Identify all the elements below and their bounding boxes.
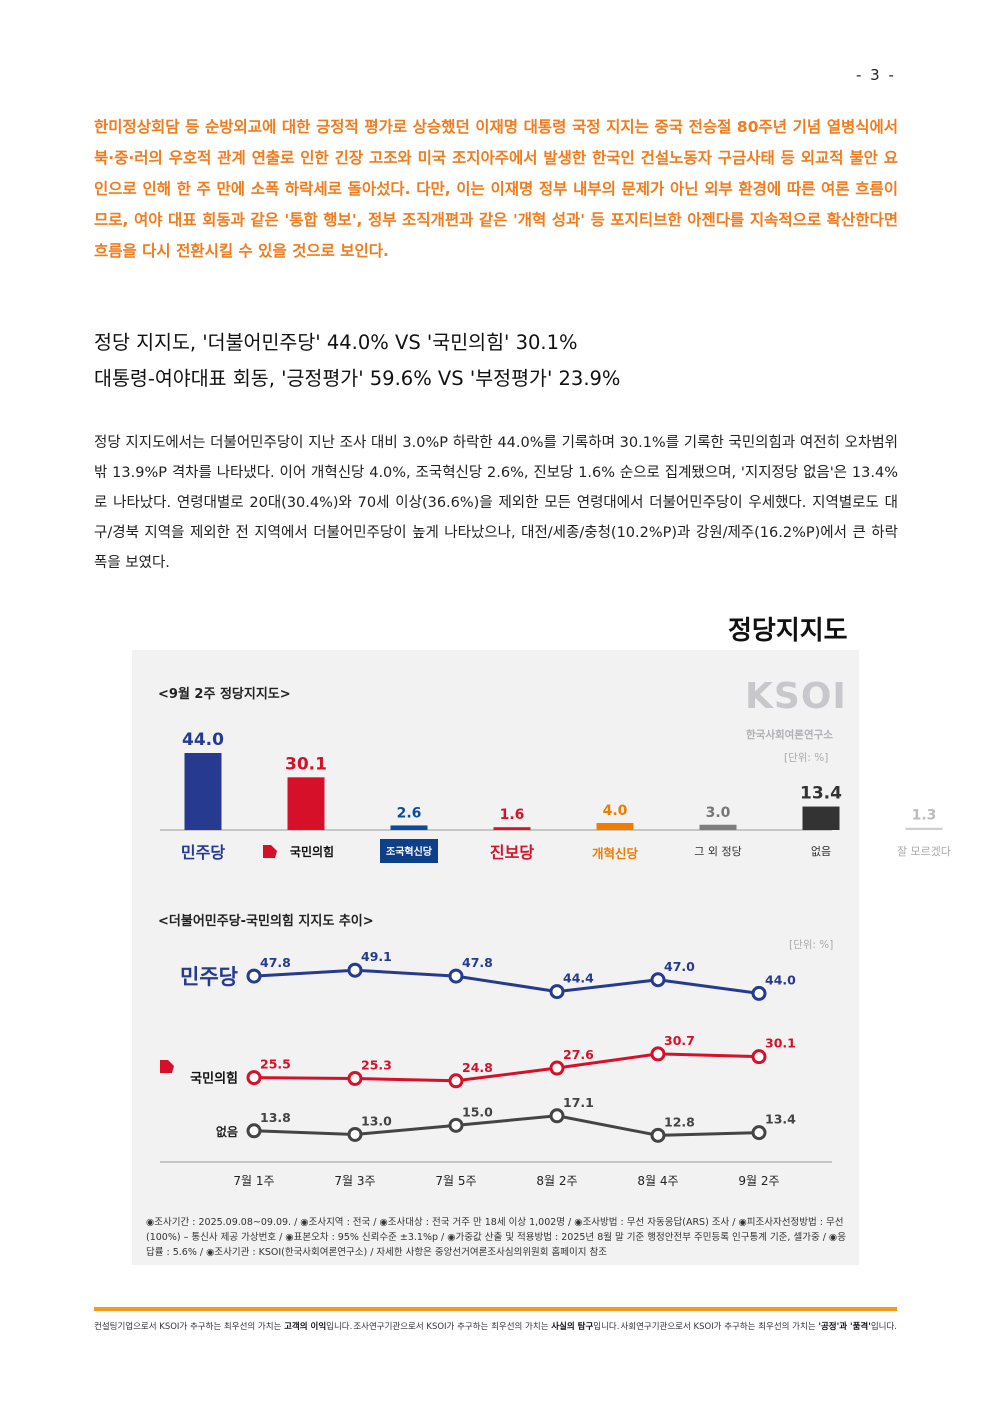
x-tick-label-1: 7월 3주 xyxy=(334,1174,375,1188)
series-1-label-0: 25.5 xyxy=(260,1057,291,1072)
series-2-point-4 xyxy=(650,1127,666,1143)
headline-meeting-evaluation: 대통령-여야대표 회동, '긍정평가' 59.6% VS '부정평가' 23.9… xyxy=(94,367,621,390)
x-tick-label-2: 7월 5주 xyxy=(435,1174,476,1188)
footer-item-3: 사회연구기관으로서 KSOI가 추구하는 최우선의 가치는 '공정'과 '품격'… xyxy=(620,1322,897,1332)
series-2-label-1: 13.0 xyxy=(361,1113,392,1128)
series-line-0 xyxy=(253,968,760,995)
series-1-label-2: 24.8 xyxy=(462,1060,493,1075)
bar-chart-title: <9월 2주 정당지지도> xyxy=(158,687,291,702)
bar-value-label-6: 13.4 xyxy=(800,784,842,804)
series-2-label-5: 13.4 xyxy=(765,1112,796,1127)
headline-party-support: 정당 지지도, '더불어민주당' 44.0% VS '국민의힘' 30.1% xyxy=(94,331,578,354)
x-tick-label-3: 8월 2주 xyxy=(536,1174,577,1188)
footer-item-1: 컨설팅기업으로서 KSOI가 추구하는 최우선의 가치는 고객의 이익입니다. xyxy=(94,1322,353,1332)
x-tick-label-0: 7월 1주 xyxy=(233,1174,274,1188)
bar-4 xyxy=(596,823,634,830)
bar-value-label-2: 2.6 xyxy=(397,805,422,821)
bar-0 xyxy=(184,753,222,830)
series-0-label-5: 44.0 xyxy=(765,972,796,987)
series-0-point-3 xyxy=(549,984,565,1000)
ksoi-logo: KSOI xyxy=(745,676,847,717)
category-badge-2 xyxy=(380,839,438,863)
figure-title: 정당지지도 xyxy=(728,616,848,646)
line-chart-unit: [단위: %] xyxy=(789,939,834,951)
series-line-2 xyxy=(253,1114,760,1137)
series-2-point-3 xyxy=(549,1108,565,1124)
body-paragraph: 정당 지지도에서는 더불어민주당이 지난 조사 대비 3.0%P 하락한 44.… xyxy=(94,435,898,571)
x-tick-label-5: 9월 2주 xyxy=(738,1174,779,1188)
series-0-label-0: 47.8 xyxy=(260,955,291,970)
bar-value-label-7: 1.3 xyxy=(912,808,937,824)
category-label-0: 민주당 xyxy=(181,843,225,862)
category-label-5: 그 외 정당 xyxy=(694,845,741,858)
series-1-point-2 xyxy=(448,1073,464,1089)
series-0-point-1 xyxy=(347,962,363,978)
series-name-2: 없음 xyxy=(216,1124,238,1139)
bar-7 xyxy=(905,827,943,830)
series-0-point-2 xyxy=(448,968,464,984)
category-label-3: 진보당 xyxy=(490,843,534,862)
series-2-point-2 xyxy=(448,1117,464,1133)
series-name-1: 국민의힘 xyxy=(190,1071,238,1087)
footer-item-2: 조사연구기관으로서 KSOI가 추구하는 최우선의 가치는 사실의 탐구입니다. xyxy=(353,1322,620,1332)
category-label-2: 조국혁신당 xyxy=(386,845,433,858)
series-1-point-1 xyxy=(347,1070,363,1086)
series-0-label-1: 49.1 xyxy=(361,949,392,964)
page-number: - 3 - xyxy=(856,66,896,84)
bar-6 xyxy=(802,806,840,830)
category-label-7: 잘 모르겠다 xyxy=(897,845,951,858)
series-2-point-0 xyxy=(246,1123,262,1139)
summary-paragraph: 한미정상회담 등 순방외교에 대한 긍정적 평가로 상승했던 이재명 대통령 국… xyxy=(94,118,898,260)
series-2-label-0: 13.8 xyxy=(260,1110,291,1125)
ksoi-logo-subtitle: 한국사회여론연구소 xyxy=(746,729,833,741)
series-1-label-4: 30.7 xyxy=(664,1033,695,1048)
series-2-label-2: 15.0 xyxy=(462,1104,493,1119)
category-label-4: 개혁신당 xyxy=(592,846,639,861)
series-2-label-3: 17.1 xyxy=(563,1095,594,1110)
bar-value-label-0: 44.0 xyxy=(182,730,224,750)
bar-chart-unit: [단위: %] xyxy=(784,752,829,764)
x-tick-label-4: 8월 4주 xyxy=(637,1174,678,1188)
series-1-point-3 xyxy=(549,1060,565,1076)
category-label-1: 국민의힘 xyxy=(290,844,334,859)
series-1-label-3: 27.6 xyxy=(563,1047,594,1062)
series-1-point-0 xyxy=(246,1070,262,1086)
series-name-0: 민주당 xyxy=(180,965,238,989)
line-chart-title: <더불어민주당-국민의힘 지지도 추이> xyxy=(158,914,374,929)
series-0-label-3: 44.4 xyxy=(563,971,594,986)
series-2-point-1 xyxy=(347,1126,363,1142)
survey-footnote: ◉조사기간 : 2025.09.08~09.09. / ◉조사지역 : 전국 /… xyxy=(146,1217,846,1258)
bar-2 xyxy=(390,825,428,830)
series-1-label-5: 30.1 xyxy=(765,1036,796,1051)
bar-value-label-1: 30.1 xyxy=(285,754,327,774)
series-2-label-4: 12.8 xyxy=(664,1114,695,1129)
footer-bar xyxy=(94,1307,897,1311)
series-0-label-2: 47.8 xyxy=(462,955,493,970)
bar-value-label-3: 1.6 xyxy=(500,807,525,823)
series-2-point-5 xyxy=(751,1125,767,1141)
bar-1 xyxy=(287,777,325,830)
bar-value-label-5: 3.0 xyxy=(706,805,731,821)
series-1-point-4 xyxy=(650,1046,666,1062)
ppp-legend-icon xyxy=(160,1060,174,1073)
series-0-point-4 xyxy=(650,972,666,988)
footer: 컨설팅기업으로서 KSOI가 추구하는 최우선의 가치는 고객의 이익입니다. … xyxy=(94,1320,897,1332)
bar-5 xyxy=(699,824,737,830)
series-0-point-5 xyxy=(751,985,767,1001)
series-0-label-4: 47.0 xyxy=(664,959,695,974)
ppp-logo-icon xyxy=(263,845,277,858)
series-1-point-5 xyxy=(751,1049,767,1065)
category-label-6: 없음 xyxy=(811,845,831,858)
bar-value-label-4: 4.0 xyxy=(603,803,628,819)
series-0-point-0 xyxy=(246,968,262,984)
series-line-1 xyxy=(253,1052,760,1083)
series-1-label-1: 25.3 xyxy=(361,1057,392,1072)
bar-3 xyxy=(493,827,531,830)
